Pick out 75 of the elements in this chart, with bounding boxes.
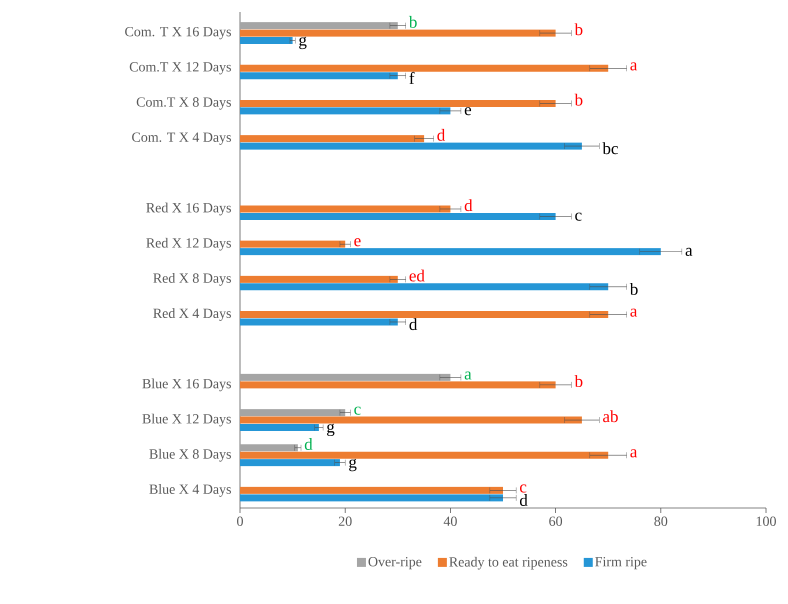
data-label: bc [602, 142, 618, 154]
y-tick-label: Red X 8 Days [153, 272, 231, 286]
data-label: ed [410, 270, 425, 282]
x-tick-label: 80 [654, 516, 668, 526]
bar [240, 37, 293, 44]
bar [240, 276, 398, 283]
bar [240, 452, 608, 459]
bar [240, 72, 398, 80]
y-tick-label: Blue X 16 Days [142, 378, 231, 392]
bar [240, 494, 504, 502]
data-label: a [630, 62, 638, 70]
data-label: b [574, 375, 582, 388]
bar [240, 416, 582, 424]
data-label: a [464, 371, 472, 380]
bar [240, 444, 298, 452]
bar [240, 212, 556, 220]
bar [240, 283, 608, 290]
y-tick-label: Red X 12 Days [146, 238, 231, 251]
bar [240, 248, 661, 256]
data-label: ab [603, 410, 618, 422]
bar [240, 135, 424, 142]
data-label: g [299, 36, 307, 50]
data-label: b [574, 94, 582, 106]
data-label: e [354, 238, 361, 246]
data-label: c [520, 484, 526, 493]
data-label: a [630, 308, 638, 317]
legend-label: Over-ripe [368, 557, 422, 570]
bar [240, 374, 450, 381]
bar [240, 424, 319, 432]
legend-label: Firm ripe [595, 557, 647, 570]
data-label: c [354, 406, 361, 415]
data-label: d [304, 438, 312, 450]
data-label: c [575, 212, 582, 221]
x-tick-label: 40 [444, 516, 457, 526]
y-tick-label: Red X 4 Days [153, 308, 231, 321]
legend-label: Ready to eat ripeness [449, 556, 568, 570]
x-tick-label: 60 [549, 516, 562, 526]
y-tick-label: Com.T X 8 Days [136, 97, 231, 110]
bar [240, 142, 582, 150]
data-label: d [437, 128, 446, 141]
y-tick-label: Com. T X 16 Days [125, 26, 231, 40]
bar [240, 30, 556, 37]
y-tick-label: Com.T X 12 Days [130, 62, 231, 74]
bar [240, 318, 398, 326]
data-label: d [464, 199, 472, 212]
data-label: b [574, 23, 582, 36]
data-label: a [630, 449, 638, 458]
bar [240, 409, 346, 416]
y-tick-label: Blue X 8 Days [149, 448, 231, 462]
bar [240, 64, 608, 72]
bar [240, 381, 556, 388]
bar [240, 100, 556, 107]
data-label: a [686, 248, 692, 256]
x-tick-label: 20 [338, 516, 352, 526]
x-tick-label: 0 [237, 516, 243, 526]
bar [240, 240, 346, 248]
y-tick-label: Red X 16 Days [146, 202, 231, 216]
data-label: d [520, 494, 528, 506]
data-label: f [409, 72, 415, 84]
bar [240, 459, 340, 466]
data-label: g [327, 424, 334, 436]
data-label: e [464, 107, 472, 116]
y-tick-label: Blue X 4 Days [149, 484, 231, 497]
data-label: d [410, 318, 418, 330]
bar [240, 311, 608, 318]
data-label: g [349, 458, 357, 472]
data-label: b [630, 282, 638, 295]
bar [240, 22, 398, 30]
bar [240, 107, 450, 114]
bar [240, 205, 450, 212]
bar [240, 486, 504, 494]
y-tick-label: Com. T X 4 Days [132, 132, 231, 145]
data-label: b [408, 16, 417, 28]
y-tick-label: Blue X 12 Days [142, 414, 231, 426]
x-tick-label: 100 [756, 516, 776, 526]
